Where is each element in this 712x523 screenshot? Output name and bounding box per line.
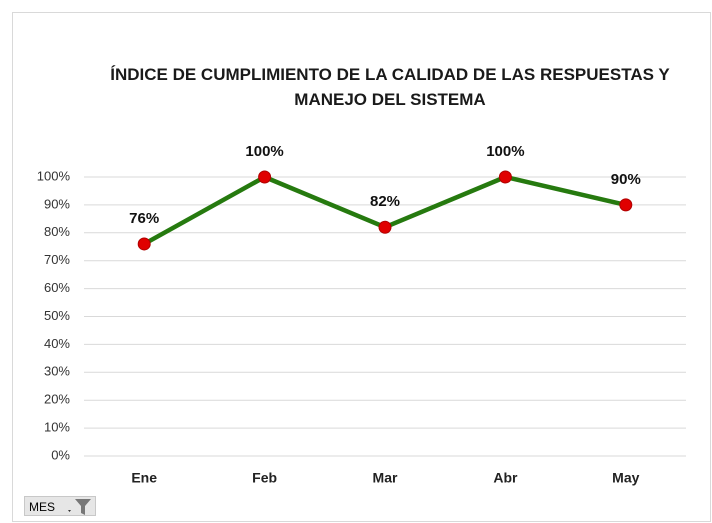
x-tick-label: Feb [252,470,277,486]
y-tick-label: 100% [37,168,71,183]
y-tick-label: 30% [44,364,70,379]
y-tick-label: 80% [44,224,70,239]
data-point [137,237,151,251]
chart-frame [12,12,711,522]
x-tick-label: May [612,470,639,486]
y-tick-label: 40% [44,336,70,351]
y-tick-label: 50% [44,308,70,323]
data-point [498,170,512,184]
y-tick-label: 60% [44,280,70,295]
filter-icon [68,499,91,515]
data-label: 82% [370,193,400,210]
y-tick-label: 0% [51,447,70,462]
data-label: 100% [245,143,283,160]
x-tick-label: Abr [493,470,518,486]
y-tick-label: 10% [44,420,70,435]
data-point [258,170,272,184]
data-point [619,198,633,212]
data-point [378,220,392,234]
data-label: 100% [486,143,524,160]
y-tick-label: 20% [44,392,70,407]
y-tick-label: 90% [44,196,70,211]
field-button[interactable]: MES [24,496,96,516]
x-tick-label: Mar [373,470,398,486]
y-tick-label: 70% [44,252,70,267]
chart-title: ÍNDICE DE CUMPLIMIENTO DE LA CALIDAD DE … [110,65,670,109]
x-tick-label: Ene [131,470,157,486]
data-label: 90% [611,171,641,188]
data-label: 76% [129,210,159,227]
data-line [143,174,627,246]
field-button-label: MES [29,500,56,514]
